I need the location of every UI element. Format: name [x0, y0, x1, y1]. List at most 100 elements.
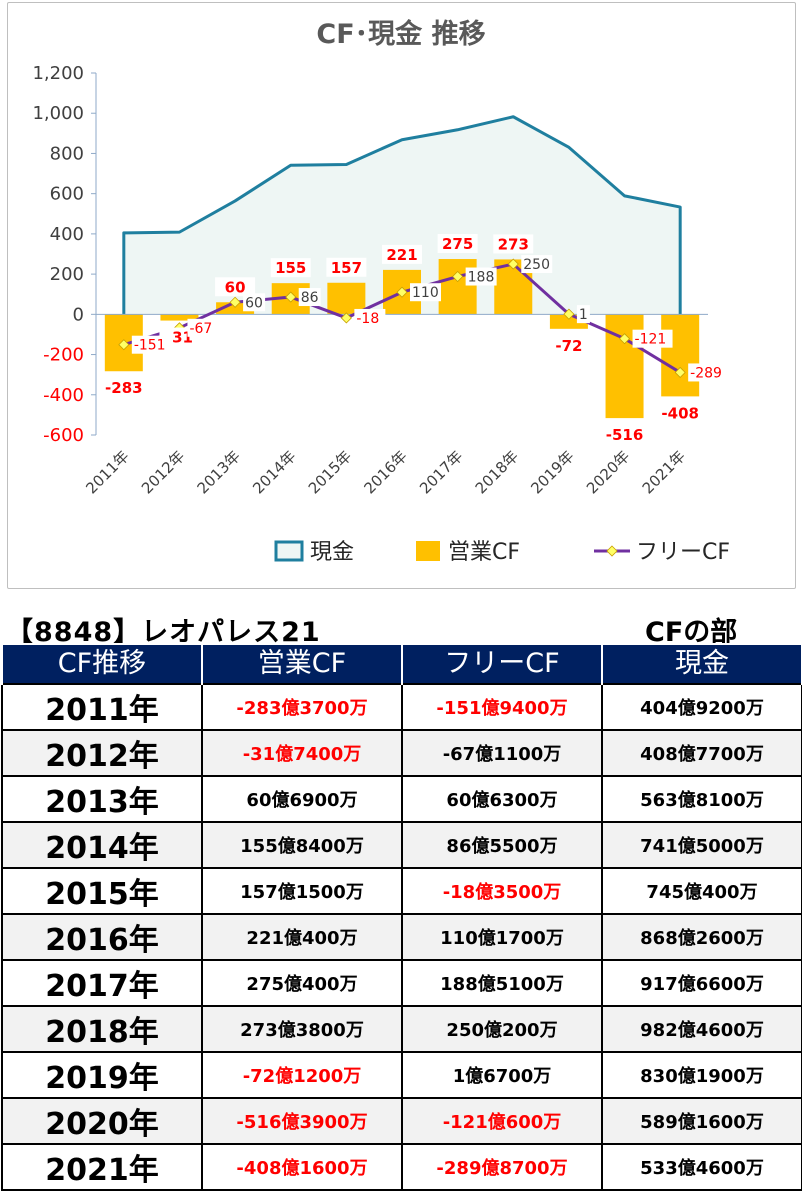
x-tick-label: 2021年	[639, 447, 689, 497]
year-cell: 2021年	[1, 1143, 203, 1191]
operating-cf-label-bg	[326, 257, 367, 277]
operating-cf-label-bg	[215, 277, 256, 297]
operating-cf-label-bg	[660, 403, 701, 423]
y-tick-label: -400	[43, 385, 84, 406]
operating-cf-cell: 60億6900万	[201, 775, 403, 823]
free-cf-cell: 188億5100万	[401, 959, 603, 1007]
table-row: 2021年 -408億1600万 -289億8700万 533億4600万	[1, 1143, 802, 1191]
free-cf-cell: -67億1100万	[401, 729, 603, 777]
operating-cf-label: 221	[386, 246, 417, 264]
free-cf-marker	[285, 291, 297, 303]
chart-title: CF･現金 推移	[316, 18, 485, 50]
cash-cell: 533億4600万	[601, 1143, 802, 1191]
operating-cf-bar	[438, 259, 477, 315]
free-cf-label-bg	[298, 288, 321, 307]
cash-cell: 868億2600万	[601, 913, 802, 961]
table-row: 2015年 157億1500万 -18億3500万 745億400万	[1, 867, 802, 915]
x-tick-label: 2018年	[472, 447, 522, 497]
operating-cf-bar	[661, 314, 700, 397]
free-cf-label: -289	[690, 365, 722, 381]
free-cf-label: -121	[635, 332, 667, 348]
free-cf-label-bg	[632, 329, 673, 348]
cash-cell: 589億1600万	[601, 1097, 802, 1145]
x-tick-label: 2017年	[416, 447, 466, 497]
free-cf-cell: -151億9400万	[401, 683, 603, 731]
cf-table: CF推移 営業CF フリーCF 現金 2011年 -283億3700万 -151億9…	[1, 643, 802, 1191]
operating-cf-label: -408	[661, 404, 699, 422]
operating-cf-cell: -516億3900万	[201, 1097, 403, 1145]
free-cf-label-bg	[465, 267, 497, 286]
section-title: CFの部	[645, 617, 738, 648]
operating-cf-label: 275	[442, 235, 473, 253]
free-cf-cell: -121億600万	[401, 1097, 603, 1145]
cash-cell: 741億5000万	[601, 821, 802, 869]
year-cell: 2017年	[1, 959, 203, 1007]
operating-cf-cell: -283億3700万	[201, 683, 403, 731]
cash-cell: 745億400万	[601, 867, 802, 915]
operating-cf-label: 157	[331, 259, 362, 277]
operating-cf-label: -283	[105, 379, 143, 397]
operating-cf-label: -72	[555, 337, 582, 355]
y-tick-label: 0	[73, 304, 84, 325]
year-cell: 2011年	[1, 683, 203, 731]
cash-cell: 917億6600万	[601, 959, 802, 1007]
operating-cf-label: 273	[498, 235, 529, 253]
table-header-row: CF推移 営業CF フリーCF 現金	[1, 643, 802, 684]
operating-cf-cell: -408億1600万	[201, 1143, 403, 1191]
free-cf-marker	[618, 333, 631, 345]
y-tick-label: 200	[50, 264, 84, 285]
operating-cf-label-bg	[270, 258, 311, 278]
cash-cell: 982億4600万	[601, 1005, 802, 1053]
table-row: 2012年 -31億7400万 -67億1100万 408億7700万	[1, 729, 802, 777]
header-cf-trend: CF推移	[1, 643, 203, 684]
legend-swatch-cash	[274, 540, 304, 562]
chart-frame: CF･現金 推移 1,200 1,000 800 600 400 200 0 -200 -400…	[7, 2, 796, 589]
free-cf-label-bg	[243, 293, 266, 312]
operating-cf-cell: -72億1200万	[201, 1051, 403, 1099]
free-cf-cell: 1億6700万	[401, 1051, 603, 1099]
x-tick-label: 2012年	[138, 447, 188, 497]
header-free-cf: フリーCF	[401, 643, 603, 684]
free-cf-marker	[118, 339, 130, 351]
table-row: 2016年 221億400万 110億1700万 868億2600万	[1, 913, 802, 961]
free-cf-label-bg	[131, 335, 172, 354]
table-row: 2011年 -283億3700万 -151億9400万 404億9200万	[1, 683, 802, 731]
cash-cell: 563億8100万	[601, 775, 802, 823]
operating-cf-cell: 221億400万	[201, 913, 403, 961]
free-cf-label-bg	[521, 255, 553, 274]
legend-swatch-operating	[416, 541, 440, 561]
year-cell: 2016年	[1, 913, 203, 961]
free-cf-cell: 60億6300万	[401, 775, 603, 823]
free-cf-label-bg	[410, 283, 441, 302]
free-cf-marker	[674, 366, 686, 379]
header-operating-cf: 営業CF	[201, 643, 403, 684]
operating-cf-label-bg	[103, 378, 144, 398]
y-tick-label: 1,200	[32, 63, 84, 84]
x-tick-label: 2016年	[360, 447, 410, 497]
operating-cf-label: -516	[606, 426, 644, 444]
legend-swatch-free-marker	[606, 545, 618, 557]
legend-label-cash: 現金	[310, 540, 354, 565]
table-row: 2018年 273億3800万 250億200万 982億4600万	[1, 1005, 802, 1053]
free-cf-marker	[452, 270, 464, 283]
year-cell: 2020年	[1, 1097, 203, 1145]
legend-label-operating: 営業CF	[448, 540, 520, 565]
x-tick-label: 2013年	[194, 447, 244, 497]
table-row: 2020年 -516億3900万 -121億600万 589億1600万	[1, 1097, 802, 1145]
free-cf-cell: 86億5500万	[401, 821, 603, 869]
y-tick-label: -600	[43, 425, 84, 446]
operating-cf-label-bg	[548, 335, 589, 355]
cf-chart: CF･現金 推移 1,200 1,000 800 600 400 200 0 -200 -400…	[32, 18, 730, 565]
free-cf-marker	[340, 312, 352, 324]
operating-cf-label: -31	[166, 329, 193, 347]
table-row: 2019年 -72億1200万 1億6700万 830億1900万	[1, 1051, 802, 1099]
legend-label-free: フリーCF	[636, 540, 730, 565]
operating-cf-cell: 275億400万	[201, 959, 403, 1007]
table-row: 2017年 275億400万 188億5100万 917億6600万	[1, 959, 802, 1007]
operating-cf-cell: -31億7400万	[201, 729, 403, 777]
year-cell: 2012年	[1, 729, 203, 777]
year-cell: 2019年	[1, 1051, 203, 1099]
free-cf-cell: -18億3500万	[401, 867, 603, 915]
free-cf-marker	[396, 286, 408, 298]
y-tick-label: 1,000	[32, 103, 84, 124]
